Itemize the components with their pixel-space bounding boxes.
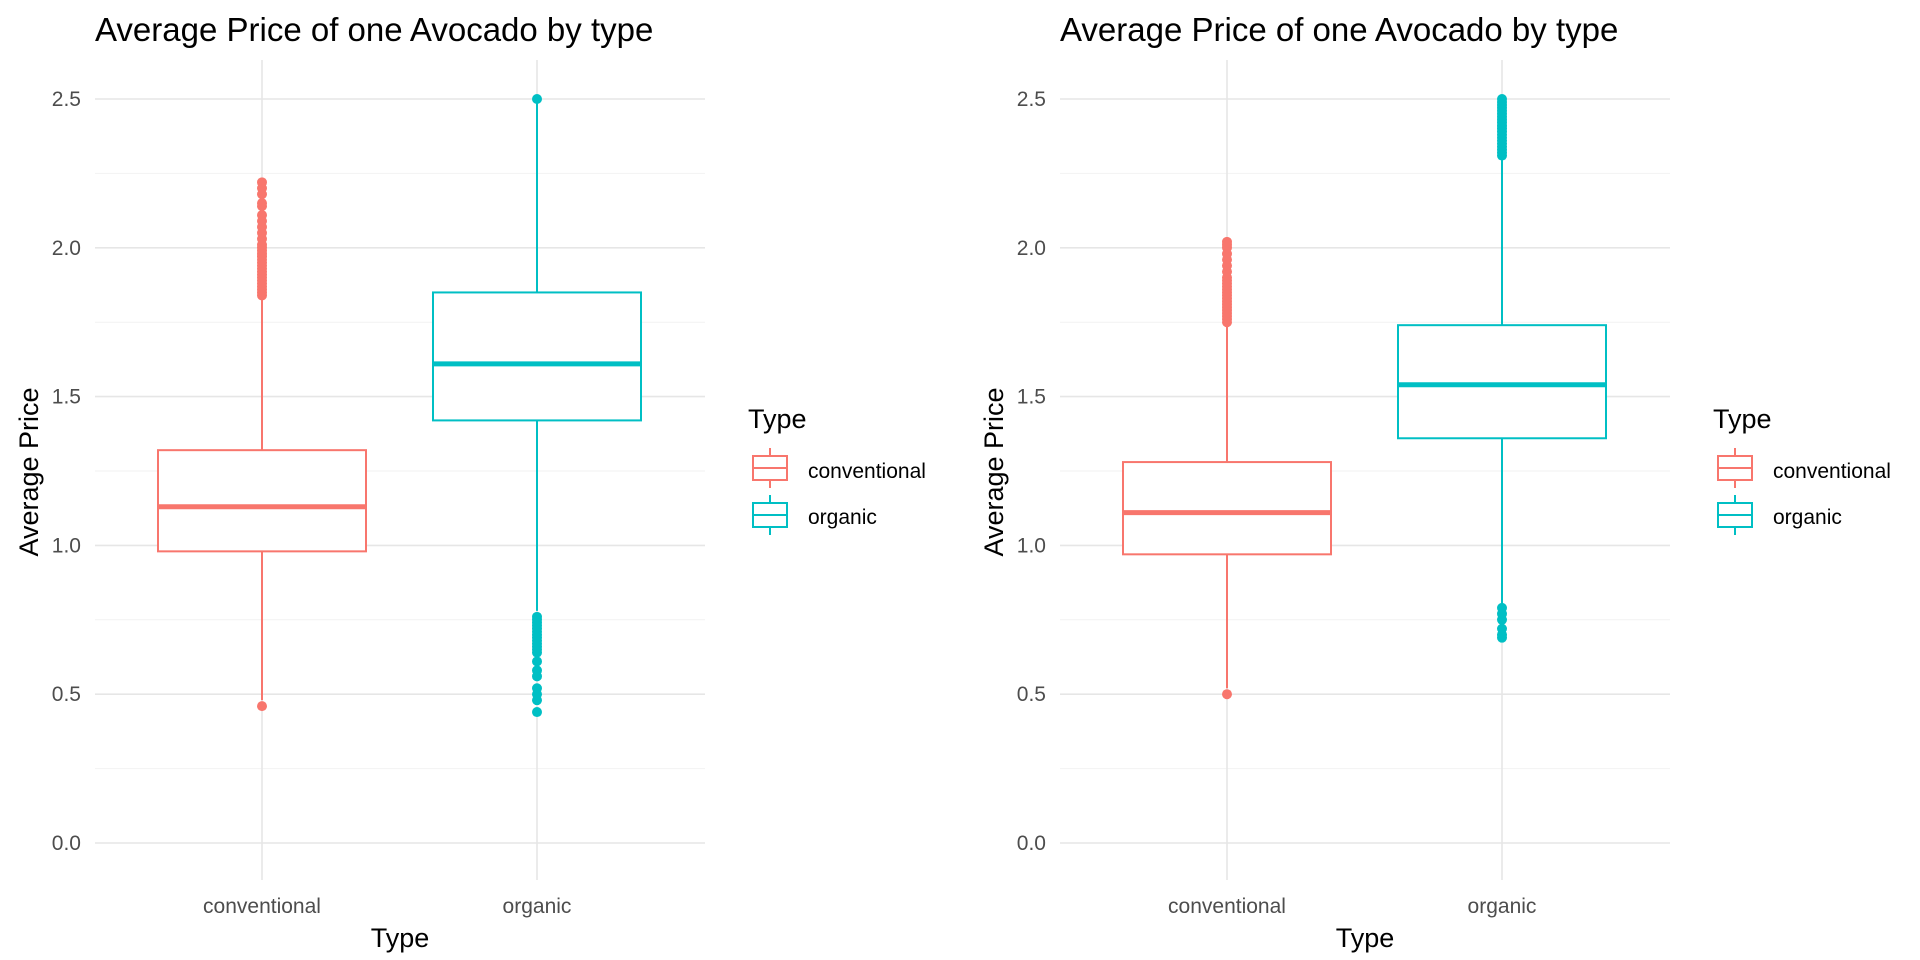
outlier-point <box>532 665 542 676</box>
y-tick-label: 0.0 <box>1017 832 1046 855</box>
outlier-point <box>1497 94 1507 104</box>
outlier-point <box>257 701 267 712</box>
x-axis-title: Type <box>371 923 430 953</box>
y-tick-label: 1.0 <box>1017 534 1046 557</box>
legend: Type conventional organic <box>1713 404 1891 535</box>
x-tick-label: organic <box>1468 895 1537 918</box>
outlier-point <box>1222 236 1232 247</box>
y-tick-label: 1.5 <box>52 386 81 409</box>
y-tick-label: 2.0 <box>52 237 81 260</box>
chart-title: Average Price of one Avocado by type <box>95 11 653 48</box>
x-tick-label: conventional <box>1168 895 1286 918</box>
y-tick-label: 1.5 <box>1017 386 1046 409</box>
iqr-box <box>157 449 367 553</box>
legend-key-conventional <box>752 448 788 488</box>
legend-label-conventional: conventional <box>808 460 926 483</box>
y-tick-label: 2.0 <box>1017 237 1046 260</box>
outlier-point <box>532 683 542 694</box>
outlier-point <box>532 707 542 718</box>
boxplot-panel-right: 0.0 0.5 1.0 1.5 2.0 2.5 conventional organic Ave… <box>979 11 1891 953</box>
outlier-point <box>257 177 267 188</box>
iqr-box <box>1122 461 1332 556</box>
box-conventional <box>157 177 367 712</box>
y-tick-label: 0.5 <box>52 683 81 706</box>
legend: Type conventional organic <box>748 404 926 535</box>
x-tick-label: organic <box>503 895 572 918</box>
legend-title: Type <box>1713 404 1772 434</box>
chart-title: Average Price of one Avocado by type <box>1060 11 1618 48</box>
outlier-point <box>1222 689 1232 700</box>
iqr-box <box>1397 324 1607 440</box>
box-organic <box>432 94 642 718</box>
outlier-point <box>1497 602 1507 613</box>
legend-label-organic: organic <box>1773 506 1842 529</box>
y-axis-title: Average Price <box>979 387 1009 556</box>
outlier-point <box>532 94 542 104</box>
outlier-point <box>257 198 267 209</box>
y-tick-label: 2.5 <box>1017 88 1046 111</box>
box-conventional <box>1122 236 1332 700</box>
y-tick-label: 2.5 <box>52 88 81 111</box>
legend-label-conventional: conventional <box>1773 460 1891 483</box>
outlier-point <box>532 611 542 622</box>
y-axis-title: Average Price <box>14 387 44 556</box>
legend-label-organic: organic <box>808 506 877 529</box>
outlier-point <box>532 656 542 667</box>
boxplot-panel-left: 0.0 0.5 1.0 1.5 2.0 2.5 conventional organic Ave… <box>14 11 926 953</box>
legend-key-organic <box>752 495 788 535</box>
y-tick-label: 1.0 <box>52 534 81 557</box>
legend-key-conventional <box>1717 448 1753 488</box>
iqr-box <box>432 291 642 422</box>
box-organic <box>1397 94 1607 643</box>
legend-key-organic <box>1717 495 1753 535</box>
y-tick-label: 0.5 <box>1017 683 1046 706</box>
outlier-point <box>1497 623 1507 634</box>
y-tick-label: 0.0 <box>52 832 81 855</box>
legend-title: Type <box>748 404 807 434</box>
x-axis-title: Type <box>1336 923 1395 953</box>
outlier-point <box>257 210 267 221</box>
x-tick-label: conventional <box>203 895 321 918</box>
